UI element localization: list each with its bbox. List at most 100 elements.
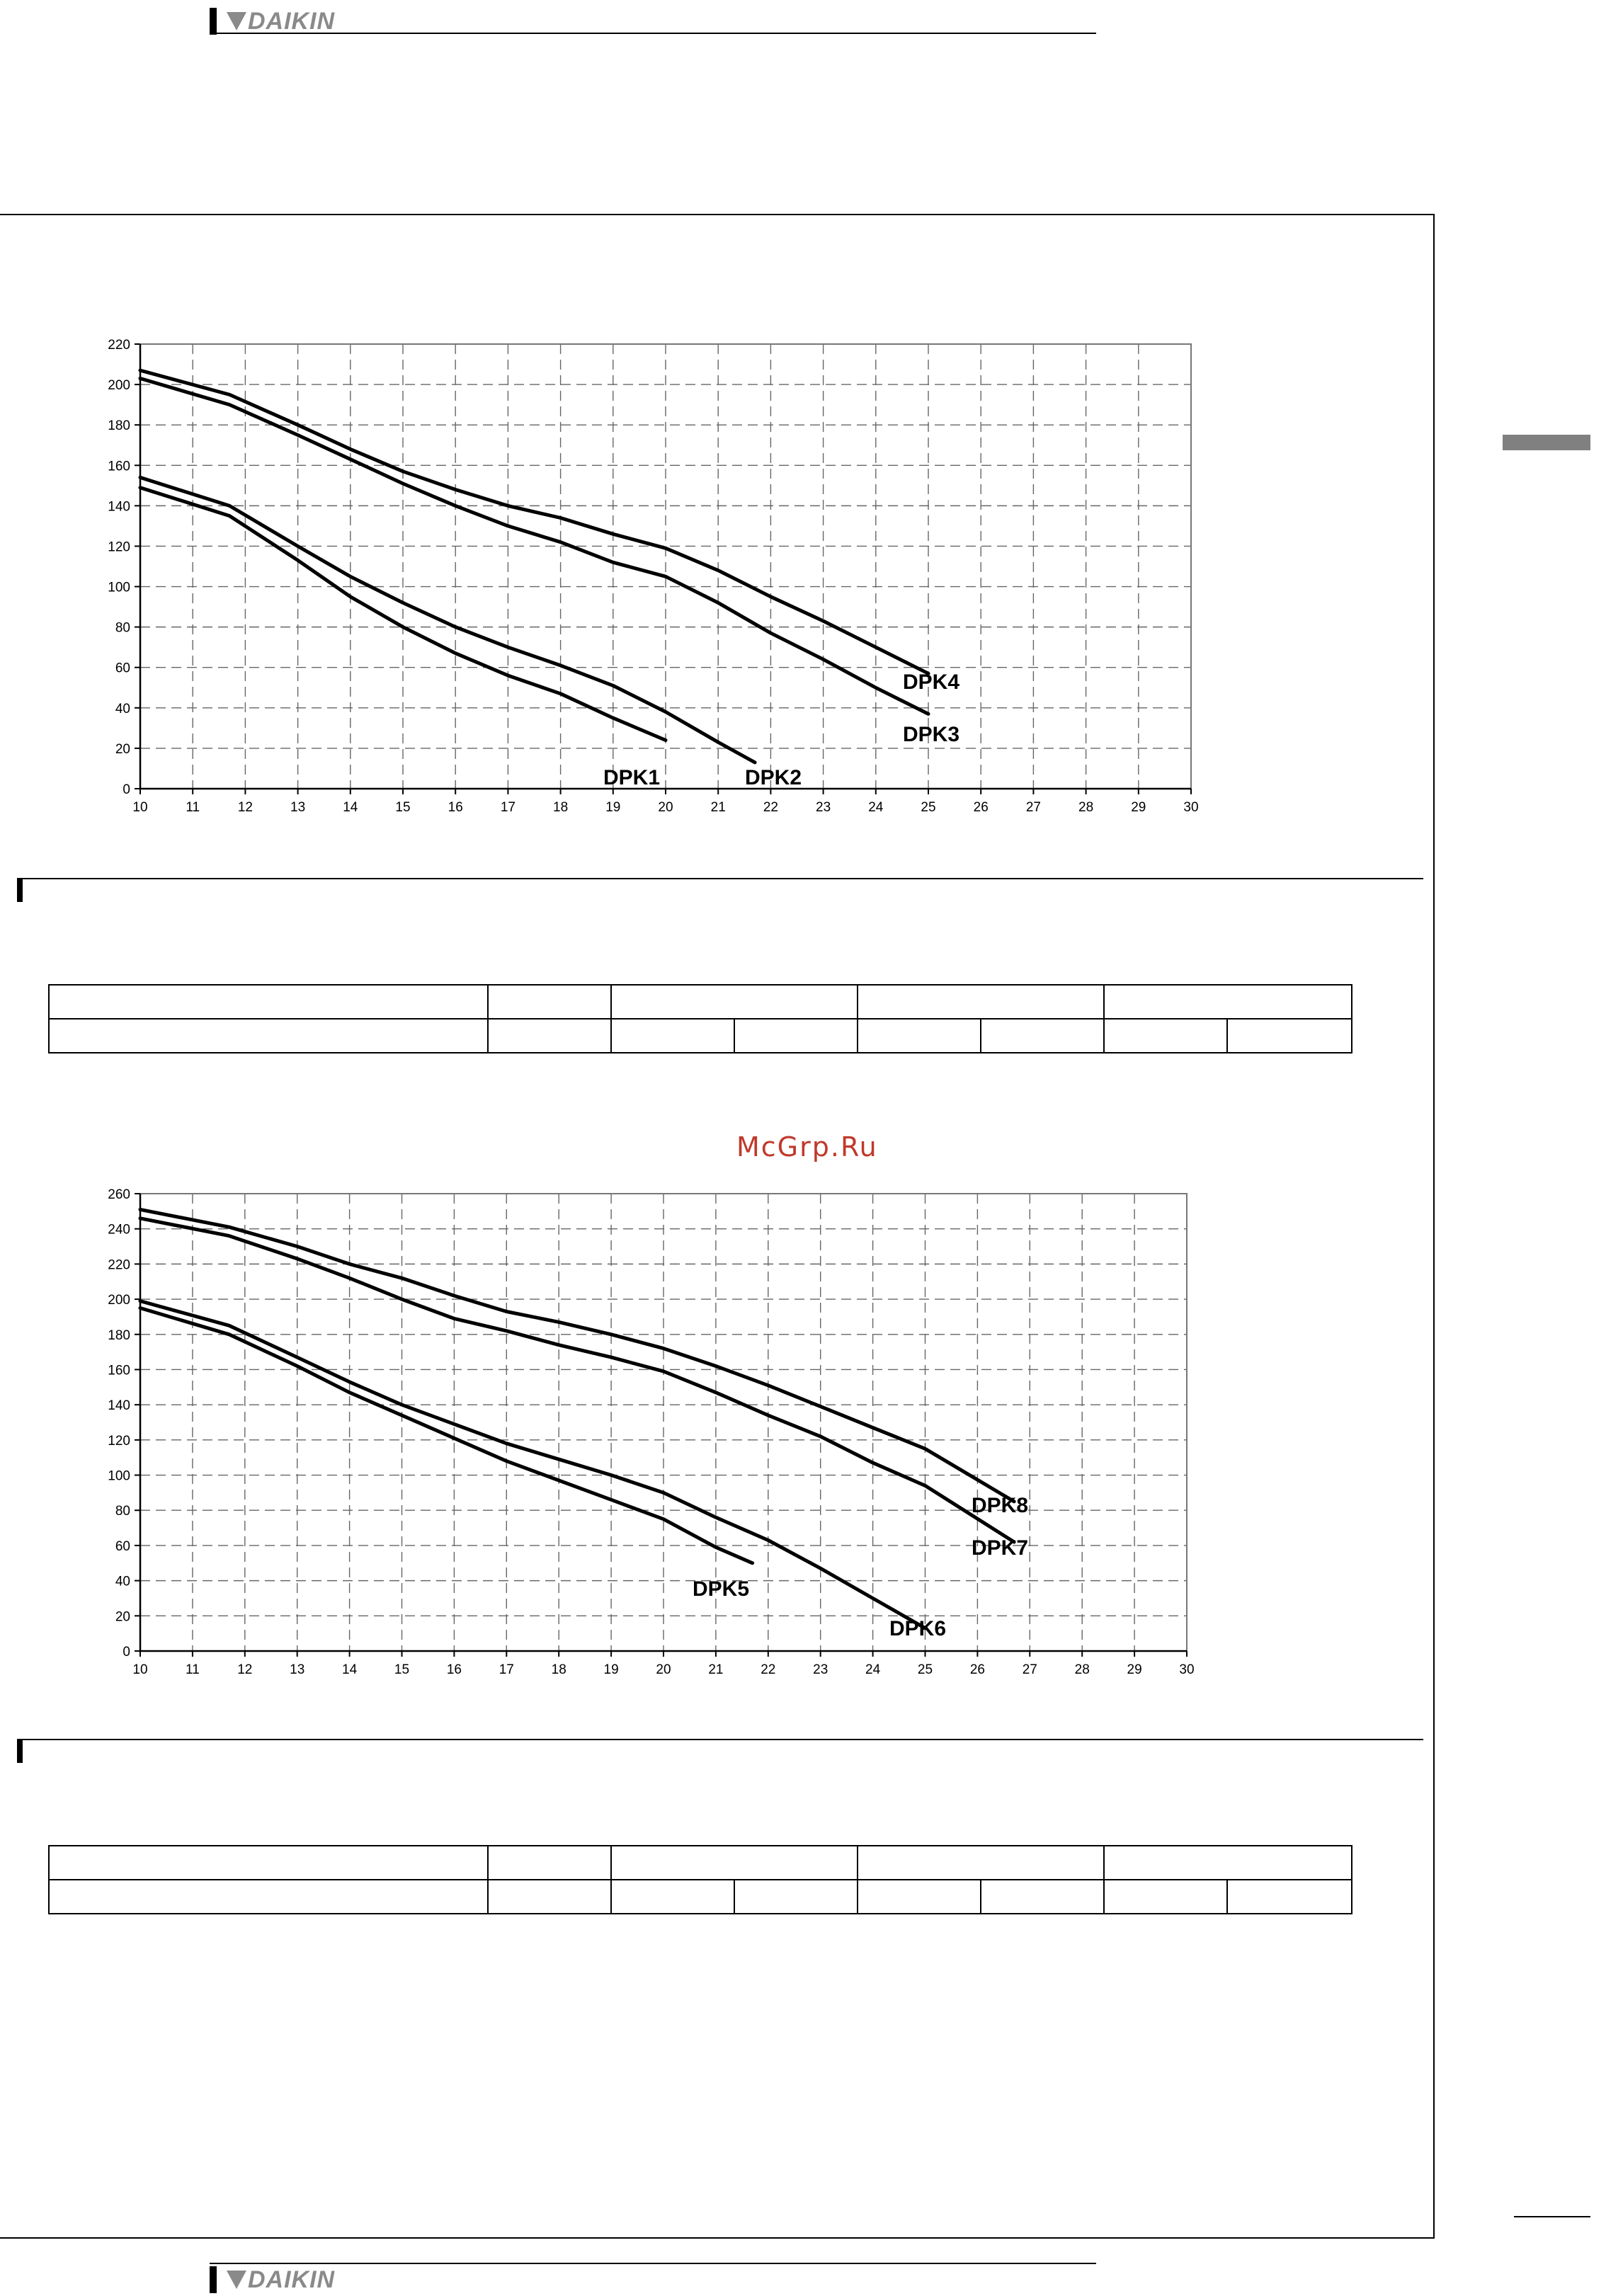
table-cell <box>857 1879 981 1914</box>
table-cell <box>610 984 858 1020</box>
y-tick-label: 20 <box>115 742 130 757</box>
curve-dpk6 <box>138 1299 927 1630</box>
section-marker-2 <box>17 1739 23 1763</box>
x-tick-label: 29 <box>1131 800 1146 815</box>
table-cell <box>610 1879 735 1914</box>
x-tick-label: 23 <box>816 800 831 815</box>
x-tick-label: 26 <box>974 800 989 815</box>
x-tick-label: 25 <box>918 1662 933 1677</box>
curve-label-dpk5: DPK5 <box>693 1577 749 1601</box>
x-tick-label: 18 <box>553 800 568 815</box>
table-cell <box>980 1879 1105 1914</box>
x-tick-label: 28 <box>1078 800 1093 815</box>
curve-label-dpk4: DPK4 <box>903 670 959 694</box>
curve-dpk7 <box>138 1216 1016 1544</box>
curve-dpk4 <box>138 368 930 675</box>
curve-label-dpk7: DPK7 <box>972 1536 1028 1560</box>
y-tick-label: 0 <box>123 1645 130 1660</box>
section-rule-2 <box>17 1739 1423 1740</box>
x-tick-label: 21 <box>711 800 726 815</box>
table-row <box>48 984 1352 1020</box>
table-cell <box>1103 1879 1228 1914</box>
x-tick-label: 15 <box>394 1662 409 1677</box>
y-tick-label: 200 <box>108 1293 130 1308</box>
curve-label-dpk1: DPK1 <box>603 766 660 789</box>
table-cell <box>48 984 489 1020</box>
y-tick-label: 200 <box>108 378 130 393</box>
table-row <box>48 1018 1352 1053</box>
x-tick-label: 10 <box>132 1662 147 1677</box>
table-cell <box>734 1879 858 1914</box>
y-tick-label: 80 <box>115 1504 130 1519</box>
x-tick-label: 20 <box>656 1662 671 1677</box>
y-tick-label: 120 <box>108 539 130 554</box>
y-tick-label: 220 <box>108 338 130 353</box>
x-tick-label: 13 <box>290 800 305 815</box>
x-tick-label: 12 <box>237 1662 252 1677</box>
y-tick-label: 0 <box>123 782 130 797</box>
x-tick-label: 19 <box>604 1662 619 1677</box>
section-rule-1 <box>17 878 1423 879</box>
page-frame <box>0 214 1435 2239</box>
y-tick-label: 80 <box>115 621 130 636</box>
table-cell <box>980 1018 1105 1053</box>
pump-curve-chart-2: 10 11 12 13 14 15 16 17 18 19 20 21 22 23 24 25 26 27 28 29… <box>108 1187 1194 1677</box>
y-tick-label: 260 <box>108 1187 130 1202</box>
curve-dpk1 <box>138 486 668 742</box>
footer-brand-bar <box>210 2266 217 2293</box>
x-tick-label: 24 <box>868 800 884 815</box>
table-cell <box>734 1018 858 1053</box>
curve-label-dpk2: DPK2 <box>745 766 802 789</box>
table-cell <box>487 1018 612 1053</box>
y-tick-label: 60 <box>115 1539 130 1554</box>
table-cell <box>48 1845 489 1880</box>
x-tick-label: 11 <box>186 1662 200 1677</box>
x-tick-label: 16 <box>447 1662 462 1677</box>
x-tick-label: 20 <box>658 800 673 815</box>
header-rule <box>210 33 1096 34</box>
table-cell <box>610 1018 735 1053</box>
table-cell <box>1226 1018 1352 1053</box>
x-tick-label: 17 <box>499 1662 514 1677</box>
x-tick-label: 18 <box>552 1662 566 1677</box>
curve-dpk5 <box>138 1306 755 1565</box>
footer-rule <box>210 2263 1096 2264</box>
table-row <box>48 1845 1352 1880</box>
table-cell <box>610 1845 858 1880</box>
table-cell <box>1103 1018 1228 1053</box>
table-cell <box>48 1018 489 1053</box>
x-tick-label: 29 <box>1127 1662 1142 1677</box>
watermark: McGrp.Ru <box>736 1131 878 1163</box>
x-tick-label: 17 <box>501 800 516 815</box>
y-tick-label: 160 <box>108 1363 130 1378</box>
spec-table-2 <box>48 1845 1352 1914</box>
header-brand-text: DAIKIN <box>248 7 336 35</box>
curve-dpk3 <box>138 377 930 716</box>
footer-brand: DAIKIN <box>210 2266 335 2294</box>
y-tick-label: 40 <box>115 702 130 716</box>
table-cell <box>857 984 1105 1020</box>
section-marker-1 <box>17 878 23 902</box>
x-tick-label: 13 <box>290 1662 304 1677</box>
x-tick-label: 28 <box>1075 1662 1090 1677</box>
table-cell <box>1103 984 1352 1020</box>
table-cell <box>487 1879 612 1914</box>
header-brand-bar <box>210 8 217 35</box>
x-tick-label: 30 <box>1179 1662 1194 1677</box>
curve-dpk8 <box>138 1207 1016 1504</box>
x-tick-label: 12 <box>238 800 253 815</box>
x-tick-label: 14 <box>342 1662 358 1677</box>
x-tick-label: 11 <box>186 800 200 815</box>
table-row <box>48 1879 1352 1914</box>
table-cell <box>487 1845 612 1880</box>
y-tick-label: 40 <box>115 1575 130 1589</box>
side-section-tab <box>1503 435 1590 450</box>
x-tick-label: 30 <box>1183 800 1198 815</box>
x-tick-label: 26 <box>970 1662 985 1677</box>
y-tick-label: 20 <box>115 1609 130 1624</box>
x-tick-label: 25 <box>921 800 935 815</box>
y-tick-label: 100 <box>108 1469 130 1484</box>
y-tick-label: 140 <box>108 1398 130 1413</box>
x-tick-label: 19 <box>605 800 620 815</box>
x-tick-label: 27 <box>1026 800 1041 815</box>
